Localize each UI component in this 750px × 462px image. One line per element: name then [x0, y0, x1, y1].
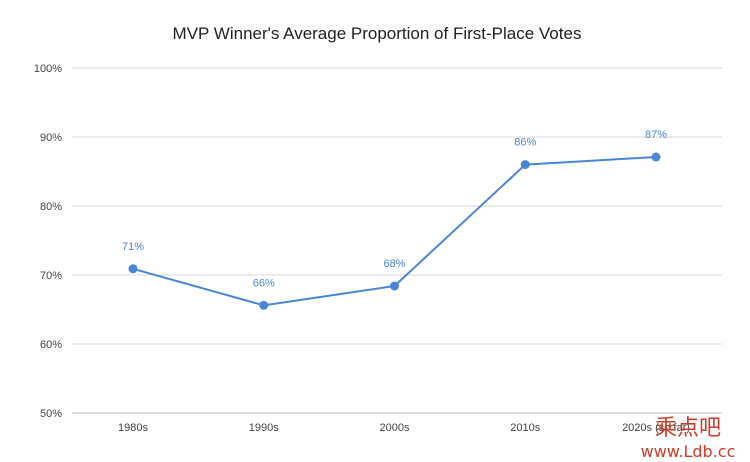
chart-title: MVP Winner's Average Proportion of First…	[173, 24, 582, 43]
y-tick-label: 90%	[40, 132, 62, 144]
data-label: 71%	[122, 241, 144, 253]
y-tick-label: 80%	[40, 201, 62, 213]
data-label: 87%	[645, 129, 667, 141]
x-tick-label: 2000s	[380, 422, 410, 434]
y-tick-label: 50%	[40, 408, 62, 420]
x-axis-ticks: 1980s 1990s 2000s 2010s 2020s (so far)	[118, 422, 690, 434]
series-group: 71% 66% 68% 86% 87%	[122, 129, 667, 310]
data-point	[128, 264, 138, 274]
y-axis-ticks: 50% 60% 70% 80% 90% 100%	[34, 63, 62, 420]
gridlines	[72, 67, 722, 414]
data-point	[520, 160, 530, 170]
watermark-url: www.Ldb.cc	[641, 442, 736, 461]
y-tick-label: 100%	[34, 63, 62, 75]
data-label: 68%	[383, 258, 405, 270]
watermark: 乘点吧 www.Ldb.cc	[641, 416, 736, 461]
data-point	[259, 300, 269, 310]
x-tick-label: 1990s	[249, 422, 279, 434]
data-point	[390, 281, 399, 291]
x-tick-label: 2010s	[510, 422, 540, 434]
y-tick-label: 60%	[40, 339, 62, 351]
y-tick-label: 70%	[40, 270, 62, 282]
x-tick-label: 1980s	[118, 422, 148, 434]
data-label: 86%	[514, 137, 536, 149]
data-label: 66%	[253, 277, 275, 289]
watermark-logo-text: 乘点吧	[655, 416, 721, 441]
x-tick-label: 2020s (so far)	[622, 422, 690, 434]
data-point	[651, 152, 661, 162]
